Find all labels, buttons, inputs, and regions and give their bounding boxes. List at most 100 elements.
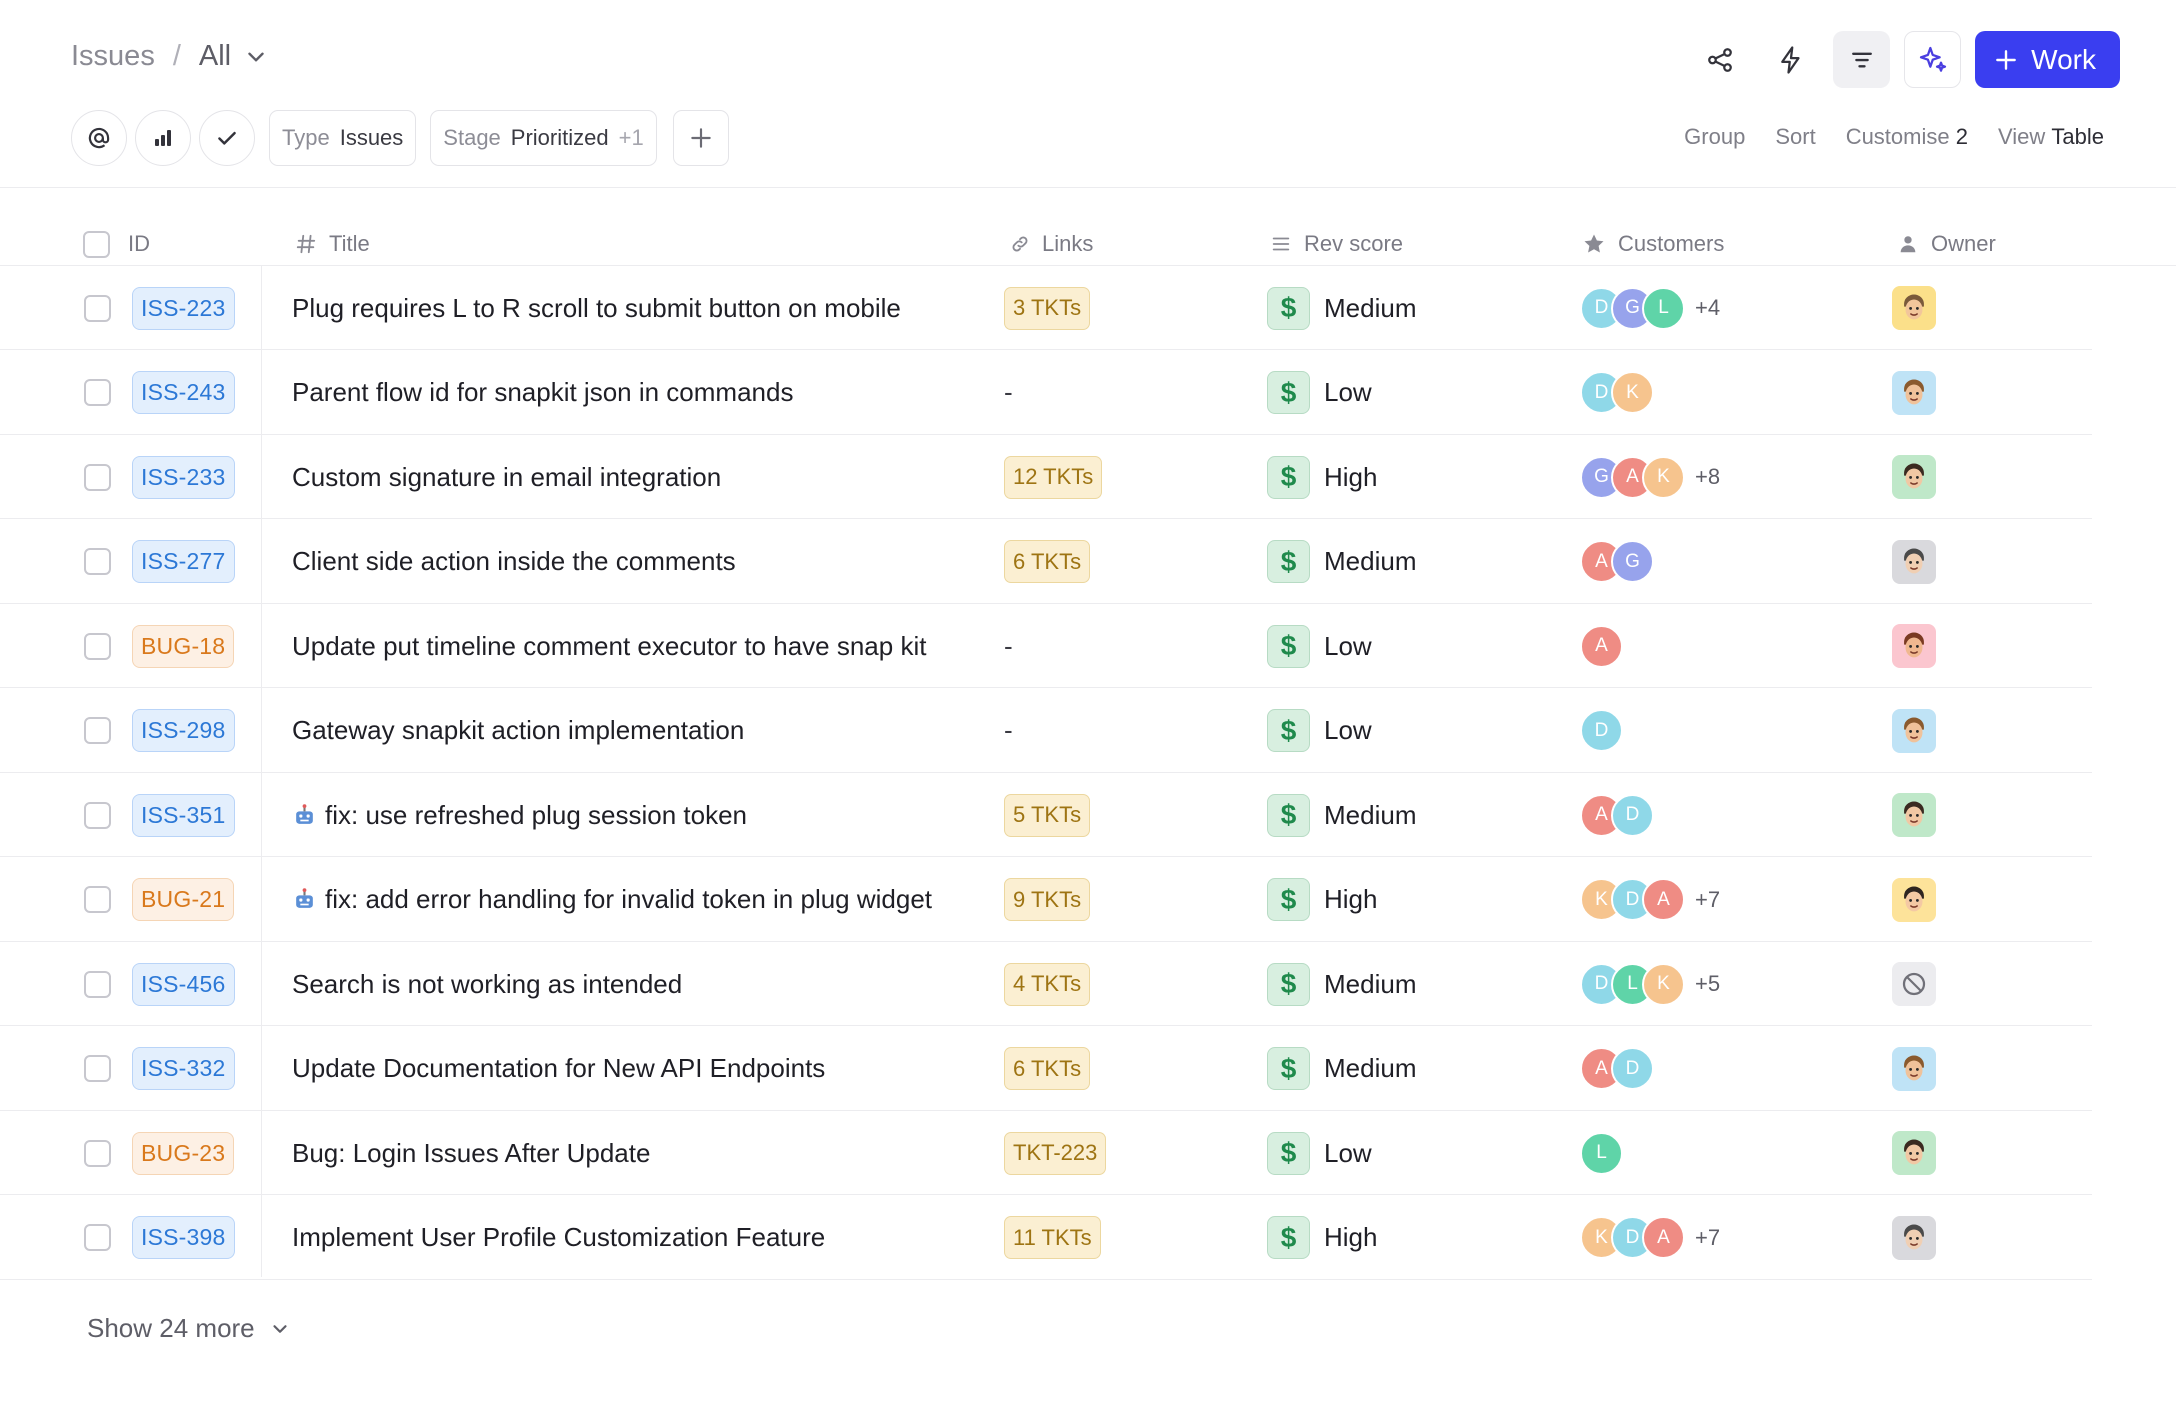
table-row[interactable]: ISS-223 Plug requires L to R scroll to su… <box>0 266 2092 350</box>
issue-id-badge[interactable]: ISS-332 <box>132 1047 235 1090</box>
add-work-button[interactable]: Work <box>1975 31 2120 88</box>
issue-title[interactable]: Bug: Login Issues After Update <box>292 1137 651 1168</box>
more-customers-count[interactable]: +7 <box>1695 886 1721 912</box>
owner-avatar[interactable] <box>1892 539 1936 584</box>
customer-avatar[interactable]: A <box>1580 624 1623 668</box>
customer-avatar[interactable]: A <box>1642 1216 1685 1259</box>
customer-avatar[interactable]: D <box>1611 793 1654 837</box>
column-header-title[interactable]: Title <box>295 222 370 266</box>
row-checkbox[interactable] <box>84 463 111 491</box>
row-checkbox[interactable] <box>84 294 111 322</box>
owner-avatar[interactable] <box>1892 1131 1936 1175</box>
issue-title[interactable]: Custom signature in email integration <box>292 461 722 492</box>
rev-score-cell[interactable]: $ Low <box>1267 351 1372 435</box>
issue-title[interactable]: Plug requires L to R scroll to submit bu… <box>292 292 901 323</box>
table-row[interactable]: ISS-332 Update Documentation for New API … <box>0 1027 2092 1111</box>
customer-avatar[interactable]: L <box>1642 286 1685 330</box>
customise-button[interactable]: Customise 2 <box>1846 124 1968 150</box>
ticket-links-badge[interactable]: 3 TKTs <box>1004 286 1091 330</box>
row-checkbox[interactable] <box>84 970 111 998</box>
title-cell[interactable]: Implement User Profile Customization Fea… <box>292 1196 825 1280</box>
table-row[interactable]: ISS-277 Client side action inside the com… <box>0 520 2092 604</box>
rev-score-cell[interactable]: $ High <box>1267 858 1377 942</box>
rev-score-cell[interactable]: $ Medium <box>1267 773 1416 857</box>
stage-filter-chip[interactable]: Stage Prioritized +1 <box>430 110 657 166</box>
issue-id-badge[interactable]: ISS-223 <box>132 286 235 330</box>
filter-toggle-button[interactable] <box>1833 31 1891 88</box>
owner-avatar[interactable] <box>1892 455 1936 499</box>
customer-avatar[interactable]: K <box>1611 371 1654 414</box>
title-cell[interactable]: Plug requires L to R scroll to submit bu… <box>292 266 901 350</box>
issue-id-badge[interactable]: ISS-277 <box>132 540 235 583</box>
column-header-rev-score[interactable]: Rev score <box>1270 222 1403 266</box>
issue-id-badge[interactable]: BUG-21 <box>132 878 235 921</box>
rev-score-cell[interactable]: $ Low <box>1267 604 1372 688</box>
issue-title[interactable]: Update Documentation for New API Endpoin… <box>292 1053 826 1083</box>
sort-button[interactable]: Sort <box>1775 124 1816 149</box>
title-cell[interactable]: Search is not working as intended <box>292 942 682 1026</box>
row-checkbox[interactable] <box>84 886 111 913</box>
table-row[interactable]: ISS-233 Custom signature in email integra… <box>0 435 2092 519</box>
table-row[interactable]: ISS-351 fix: use refreshed plug session t… <box>0 773 2092 857</box>
row-checkbox[interactable] <box>84 1224 111 1251</box>
mentions-filter-button[interactable] <box>71 110 127 166</box>
row-checkbox[interactable] <box>84 1055 111 1082</box>
breadcrumb-current[interactable]: All <box>198 40 232 72</box>
title-cell[interactable]: Update put timeline comment executor to … <box>292 604 926 688</box>
column-header-links[interactable]: Links <box>1010 222 1093 266</box>
customer-avatar[interactable]: G <box>1611 540 1654 583</box>
select-all-checkbox[interactable] <box>83 230 110 258</box>
table-row[interactable]: ISS-298 Gateway snapkit action implementa… <box>0 689 2092 773</box>
row-checkbox[interactable] <box>84 632 111 660</box>
breadcrumb-root[interactable]: Issues <box>71 40 155 72</box>
view-button[interactable]: View Table <box>1998 124 2104 150</box>
customer-avatar[interactable]: K <box>1642 455 1685 499</box>
row-checkbox[interactable] <box>84 379 111 406</box>
issue-id-badge[interactable]: ISS-351 <box>132 793 235 837</box>
owner-avatar[interactable] <box>1892 793 1936 837</box>
issue-title[interactable]: Implement User Profile Customization Fea… <box>292 1222 826 1252</box>
issue-title[interactable]: fix: use refreshed plug session token <box>325 799 748 830</box>
ticket-links-badge[interactable]: 12 TKTs <box>1004 455 1103 499</box>
owner-avatar[interactable] <box>1892 708 1936 753</box>
row-checkbox[interactable] <box>84 717 111 744</box>
owner-unassigned[interactable] <box>1892 962 1936 1006</box>
rev-score-cell[interactable]: $ Low <box>1267 689 1372 773</box>
issue-id-badge[interactable]: ISS-243 <box>132 371 235 414</box>
more-customers-count[interactable]: +4 <box>1695 295 1721 320</box>
more-customers-count[interactable]: +5 <box>1695 971 1721 996</box>
title-cell[interactable]: Update Documentation for New API Endpoin… <box>292 1027 825 1111</box>
title-cell[interactable]: fix: use refreshed plug session token <box>292 773 747 857</box>
owner-avatar[interactable] <box>1892 624 1936 668</box>
ai-assist-button[interactable] <box>1904 31 1962 88</box>
share-button[interactable] <box>1691 31 1748 88</box>
owner-avatar[interactable] <box>1892 286 1936 330</box>
rev-score-cell[interactable]: $ High <box>1267 1196 1377 1280</box>
table-row[interactable]: BUG-18 Update put timeline comment execut… <box>0 604 2092 688</box>
issue-id-badge[interactable]: BUG-18 <box>132 624 235 668</box>
owner-avatar[interactable] <box>1892 1215 1936 1260</box>
issue-title[interactable]: Search is not working as intended <box>292 968 683 999</box>
table-row[interactable]: ISS-243 Parent flow id for snapkit json i… <box>0 351 2092 435</box>
add-filter-button[interactable] <box>672 110 729 166</box>
title-cell[interactable]: Bug: Login Issues After Update <box>292 1111 650 1195</box>
row-checkbox[interactable] <box>84 1139 111 1167</box>
issue-id-badge[interactable]: ISS-398 <box>132 1216 235 1259</box>
column-header-owner[interactable]: Owner <box>1897 222 1996 266</box>
ticket-links-badge[interactable]: 11 TKTs <box>1004 1216 1101 1259</box>
rev-score-cell[interactable]: $ Low <box>1267 1111 1372 1195</box>
title-cell[interactable]: Parent flow id for snapkit json in comma… <box>292 351 793 435</box>
row-checkbox[interactable] <box>84 548 111 575</box>
rev-score-cell[interactable]: $ Medium <box>1267 1027 1416 1111</box>
rev-score-cell[interactable]: $ Medium <box>1267 266 1416 350</box>
customer-avatar[interactable]: L <box>1580 1131 1623 1175</box>
issue-title[interactable]: Parent flow id for snapkit json in comma… <box>292 377 794 407</box>
rev-score-cell[interactable]: $ Medium <box>1267 942 1416 1026</box>
type-filter-chip[interactable]: Type Issues <box>269 110 417 166</box>
issue-id-badge[interactable]: BUG-23 <box>132 1131 235 1175</box>
column-header-customers[interactable]: Customers <box>1582 222 1724 266</box>
title-cell[interactable]: fix: add error handling for invalid toke… <box>292 858 932 942</box>
customer-avatar[interactable]: D <box>1580 709 1623 752</box>
priority-filter-button[interactable] <box>135 110 191 166</box>
issue-title[interactable]: fix: add error handling for invalid toke… <box>325 884 933 914</box>
